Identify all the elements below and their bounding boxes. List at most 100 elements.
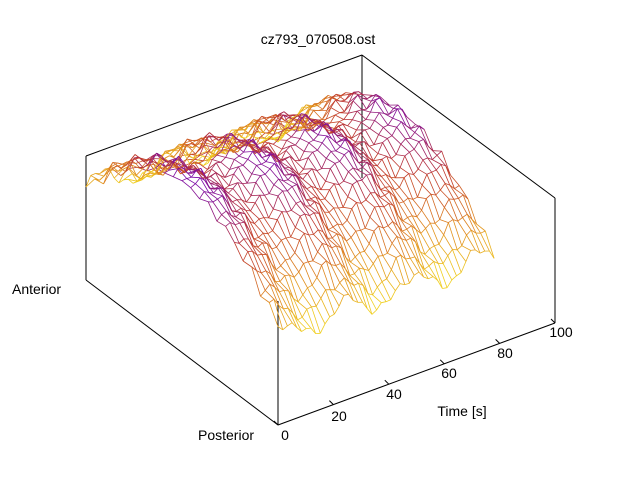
mesh-segment bbox=[350, 142, 360, 147]
mesh-segment bbox=[370, 192, 380, 207]
mesh-segment bbox=[412, 196, 418, 200]
mesh-segment bbox=[380, 186, 386, 190]
mesh-segment bbox=[308, 139, 314, 144]
mesh-segment bbox=[383, 203, 389, 208]
mesh-segment bbox=[405, 138, 415, 150]
mesh-segment bbox=[338, 206, 344, 209]
mesh-segment bbox=[103, 171, 109, 185]
mesh-segment bbox=[466, 229, 472, 236]
mesh-segment bbox=[263, 142, 269, 147]
mesh-segment bbox=[336, 233, 342, 237]
mesh-segment bbox=[316, 168, 322, 172]
mesh-segment bbox=[265, 270, 271, 275]
mesh-segment bbox=[274, 113, 280, 126]
mesh-segment bbox=[297, 176, 303, 180]
mesh-segment bbox=[199, 198, 209, 203]
mesh-segment bbox=[259, 195, 269, 219]
mesh-segment bbox=[351, 202, 357, 209]
x-tick-mark bbox=[550, 318, 556, 324]
mesh-segment bbox=[273, 298, 280, 306]
mesh-segment bbox=[247, 182, 256, 184]
mesh-segment bbox=[391, 242, 402, 256]
mesh-segment bbox=[352, 184, 362, 204]
mesh-segment bbox=[274, 163, 284, 182]
mesh-segment bbox=[207, 159, 213, 170]
mesh-segment bbox=[266, 254, 276, 282]
mesh-segment bbox=[205, 177, 216, 184]
mesh-segment bbox=[264, 138, 270, 143]
mesh-segment bbox=[362, 161, 368, 168]
mesh-segment bbox=[230, 132, 236, 138]
mesh-segment bbox=[410, 237, 420, 264]
mesh-segment bbox=[234, 145, 240, 149]
mesh-segment bbox=[343, 180, 353, 185]
mesh-segment bbox=[454, 185, 460, 190]
mesh-segment bbox=[296, 327, 302, 332]
mesh-segment bbox=[252, 119, 259, 127]
mesh-segment bbox=[450, 174, 460, 186]
mesh-segment bbox=[201, 137, 211, 143]
mesh-segment bbox=[295, 138, 301, 146]
mesh-segment bbox=[283, 290, 294, 314]
mesh-segment bbox=[315, 306, 326, 325]
mesh-segment bbox=[254, 202, 265, 218]
mesh-segment bbox=[273, 208, 283, 212]
mesh-segment bbox=[345, 257, 351, 263]
mesh-segment bbox=[271, 248, 282, 266]
mesh-segment bbox=[313, 212, 324, 232]
mesh-segment bbox=[307, 284, 313, 289]
mesh-segment bbox=[295, 129, 301, 132]
mesh-segment bbox=[191, 176, 201, 179]
mesh-segment bbox=[136, 179, 142, 182]
mesh-segment bbox=[311, 186, 317, 189]
mesh-segment bbox=[392, 108, 398, 119]
mesh-segment bbox=[397, 108, 403, 110]
mesh-segment bbox=[435, 169, 446, 184]
mesh-segment bbox=[269, 283, 275, 288]
mesh-segment bbox=[340, 92, 346, 96]
mesh-segment bbox=[359, 252, 369, 271]
mesh-segment bbox=[299, 232, 305, 241]
mesh-segment bbox=[422, 159, 432, 173]
mesh-segment bbox=[458, 198, 468, 215]
mesh-segment bbox=[398, 202, 408, 218]
mesh-segment bbox=[348, 100, 354, 114]
mesh-segment bbox=[432, 276, 438, 281]
x-tick-label-40: 40 bbox=[386, 386, 402, 402]
mesh-segment bbox=[281, 145, 291, 150]
mesh-segment bbox=[428, 146, 434, 151]
mesh-segment bbox=[254, 218, 260, 224]
mesh-segment bbox=[325, 168, 331, 182]
mesh-segment bbox=[304, 213, 310, 216]
mesh-segment bbox=[164, 157, 174, 166]
mesh-segment bbox=[287, 179, 297, 185]
mesh-segment bbox=[130, 160, 136, 164]
mesh-segment bbox=[246, 173, 253, 184]
mesh-segment bbox=[354, 252, 361, 258]
mesh-segment bbox=[269, 168, 279, 180]
mesh-segment bbox=[327, 237, 337, 247]
mesh-segment bbox=[334, 305, 340, 315]
mesh-segment bbox=[295, 227, 305, 234]
mesh-segment bbox=[269, 163, 275, 169]
mesh-segment bbox=[256, 255, 267, 271]
mesh-segment bbox=[165, 149, 170, 152]
mesh-segment bbox=[254, 150, 260, 153]
mesh-segment bbox=[364, 243, 370, 252]
mesh-segment bbox=[321, 135, 328, 144]
mesh-segment bbox=[369, 206, 375, 218]
mesh-segment bbox=[246, 201, 256, 204]
mesh-segment bbox=[303, 263, 313, 286]
mesh-segment bbox=[413, 174, 423, 186]
mesh-segment bbox=[304, 129, 314, 141]
mesh-segment bbox=[320, 298, 331, 317]
mesh-segment bbox=[221, 195, 228, 203]
mesh-segment bbox=[266, 243, 277, 270]
mesh-segment bbox=[300, 201, 306, 207]
mesh-segment bbox=[371, 309, 377, 315]
mesh-segment bbox=[447, 255, 457, 276]
mesh-segment bbox=[344, 139, 355, 157]
mesh-segment bbox=[309, 205, 320, 214]
mesh-segment bbox=[356, 181, 367, 201]
mesh-segment bbox=[445, 165, 451, 176]
